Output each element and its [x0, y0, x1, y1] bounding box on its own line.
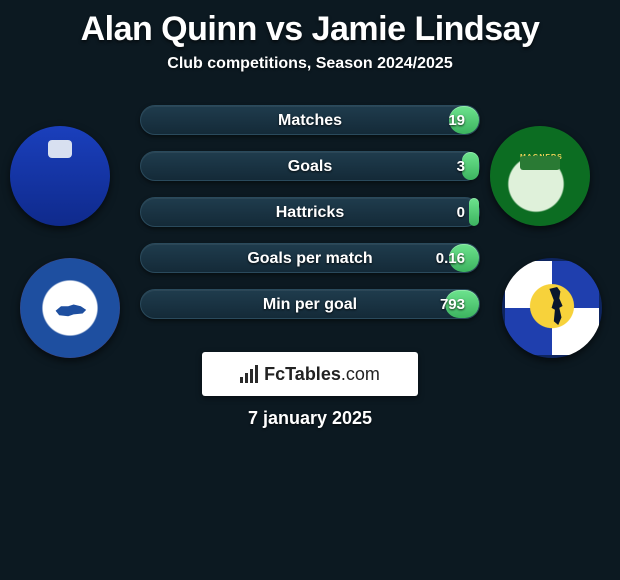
page-title: Alan Quinn vs Jamie Lindsay	[0, 0, 620, 55]
watermark-brand: FcTables	[264, 364, 341, 384]
stat-row-goals-per-match: Goals per match 0.16	[140, 243, 480, 273]
jersey-icon	[10, 126, 110, 226]
stat-value: 19	[448, 106, 465, 136]
stat-label: Goals	[141, 152, 479, 182]
jersey-icon: MAGNERS	[490, 126, 590, 226]
subtitle: Club competitions, Season 2024/2025	[0, 55, 620, 73]
date-label: 7 january 2025	[0, 408, 620, 429]
club-left-badge	[20, 258, 120, 358]
stat-label: Hattricks	[141, 198, 479, 228]
club-badge-icon	[502, 258, 602, 358]
sponsor-text: MAGNERS	[520, 154, 563, 161]
stat-value: 793	[440, 290, 465, 320]
stat-label: Min per goal	[141, 290, 479, 320]
stat-value: 3	[457, 152, 465, 182]
watermark-text: FcTables.com	[264, 364, 380, 385]
stat-bars: Matches 19 Goals 3 Hattricks 0 Goals per…	[140, 105, 480, 335]
stat-row-hattricks: Hattricks 0	[140, 197, 480, 227]
watermark-suffix: .com	[341, 364, 380, 384]
club-badge-icon	[20, 258, 120, 358]
stat-label: Matches	[141, 106, 479, 136]
stat-row-matches: Matches 19	[140, 105, 480, 135]
club-right-badge	[502, 258, 602, 358]
bar-chart-icon	[240, 365, 260, 383]
stat-label: Goals per match	[141, 244, 479, 274]
stat-row-min-per-goal: Min per goal 793	[140, 289, 480, 319]
player-left-avatar	[10, 126, 110, 226]
stat-value: 0.16	[436, 244, 465, 274]
player-right-avatar: MAGNERS	[490, 126, 590, 226]
stat-row-goals: Goals 3	[140, 151, 480, 181]
watermark: FcTables.com	[202, 352, 418, 396]
stat-value: 0	[457, 198, 465, 228]
